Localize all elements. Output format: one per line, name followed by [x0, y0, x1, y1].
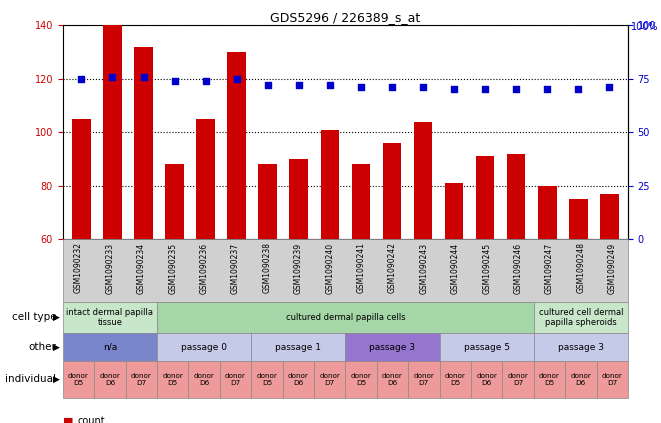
- Text: other: other: [28, 342, 56, 352]
- Text: GSM1090245: GSM1090245: [482, 242, 491, 294]
- Text: passage 1: passage 1: [275, 343, 321, 352]
- Text: GSM1090249: GSM1090249: [607, 242, 617, 294]
- Text: donor
D7: donor D7: [131, 373, 152, 386]
- Text: GSM1090248: GSM1090248: [576, 242, 586, 294]
- Text: ▶: ▶: [53, 343, 59, 352]
- Text: ▶: ▶: [53, 313, 59, 322]
- Text: GSM1090244: GSM1090244: [451, 242, 460, 294]
- Text: donor
D7: donor D7: [602, 373, 623, 386]
- Bar: [134, 47, 153, 239]
- Text: GSM1090236: GSM1090236: [200, 242, 209, 294]
- Text: GSM1090239: GSM1090239: [293, 242, 303, 294]
- Text: donor
D5: donor D5: [256, 373, 278, 386]
- Text: donor
D7: donor D7: [225, 373, 246, 386]
- Text: GSM1090235: GSM1090235: [168, 242, 177, 294]
- Text: donor
D6: donor D6: [99, 373, 120, 386]
- Point: [542, 86, 553, 93]
- Text: donor
D6: donor D6: [382, 373, 403, 386]
- Text: donor
D6: donor D6: [194, 373, 215, 386]
- Bar: [600, 194, 619, 239]
- Text: donor
D5: donor D5: [539, 373, 560, 386]
- Text: donor
D5: donor D5: [445, 373, 466, 386]
- Text: GSM1090240: GSM1090240: [325, 242, 334, 294]
- Bar: [196, 119, 215, 239]
- Bar: [538, 186, 557, 239]
- Point: [169, 77, 180, 84]
- Point: [293, 82, 304, 88]
- Bar: [290, 159, 308, 239]
- Point: [604, 84, 615, 91]
- Text: cultured dermal papilla cells: cultured dermal papilla cells: [286, 313, 405, 322]
- Bar: [352, 164, 370, 239]
- Bar: [165, 164, 184, 239]
- Text: GSM1090247: GSM1090247: [545, 242, 554, 294]
- Text: passage 3: passage 3: [558, 343, 604, 352]
- Point: [262, 82, 273, 88]
- Text: GSM1090232: GSM1090232: [74, 242, 83, 294]
- Text: donor
D5: donor D5: [350, 373, 371, 386]
- Text: donor
D6: donor D6: [570, 373, 592, 386]
- Bar: [414, 121, 432, 239]
- Point: [138, 73, 149, 80]
- Bar: [445, 183, 463, 239]
- Point: [418, 84, 428, 91]
- Point: [387, 84, 397, 91]
- Point: [480, 86, 490, 93]
- Bar: [227, 52, 246, 239]
- Text: ■: ■: [63, 416, 73, 423]
- Text: cultured cell dermal
papilla spheroids: cultured cell dermal papilla spheroids: [539, 308, 623, 327]
- Point: [449, 86, 459, 93]
- Point: [76, 75, 87, 82]
- Text: GSM1090241: GSM1090241: [356, 242, 366, 294]
- Bar: [383, 143, 401, 239]
- Text: ▶: ▶: [53, 375, 59, 384]
- Bar: [258, 164, 277, 239]
- Text: GSM1090233: GSM1090233: [105, 242, 114, 294]
- Text: GSM1090246: GSM1090246: [514, 242, 523, 294]
- Text: GSM1090237: GSM1090237: [231, 242, 240, 294]
- Text: passage 3: passage 3: [369, 343, 416, 352]
- Point: [200, 77, 211, 84]
- Text: donor
D5: donor D5: [68, 373, 89, 386]
- Bar: [103, 25, 122, 239]
- Text: donor
D5: donor D5: [162, 373, 183, 386]
- Point: [356, 84, 366, 91]
- Title: GDS5296 / 226389_s_at: GDS5296 / 226389_s_at: [270, 11, 420, 24]
- Point: [325, 82, 335, 88]
- Bar: [569, 199, 588, 239]
- Text: individual: individual: [5, 374, 56, 385]
- Text: donor
D7: donor D7: [413, 373, 434, 386]
- Bar: [321, 129, 339, 239]
- Text: donor
D6: donor D6: [288, 373, 309, 386]
- Text: passage 5: passage 5: [463, 343, 510, 352]
- Text: GSM1090234: GSM1090234: [137, 242, 146, 294]
- Point: [511, 86, 522, 93]
- Text: count: count: [77, 416, 105, 423]
- Bar: [507, 154, 525, 239]
- Text: cell type: cell type: [11, 313, 56, 322]
- Text: GSM1090238: GSM1090238: [262, 242, 272, 294]
- Text: 100%: 100%: [631, 22, 659, 32]
- Text: n/a: n/a: [102, 343, 117, 352]
- Bar: [476, 156, 494, 239]
- Text: donor
D7: donor D7: [319, 373, 340, 386]
- Text: donor
D7: donor D7: [508, 373, 529, 386]
- Point: [573, 86, 584, 93]
- Bar: [72, 119, 91, 239]
- Text: donor
D6: donor D6: [476, 373, 497, 386]
- Text: GSM1090243: GSM1090243: [419, 242, 428, 294]
- Text: GSM1090242: GSM1090242: [388, 242, 397, 294]
- Point: [107, 73, 118, 80]
- Text: passage 0: passage 0: [181, 343, 227, 352]
- Text: intact dermal papilla
tissue: intact dermal papilla tissue: [66, 308, 153, 327]
- Point: [231, 75, 242, 82]
